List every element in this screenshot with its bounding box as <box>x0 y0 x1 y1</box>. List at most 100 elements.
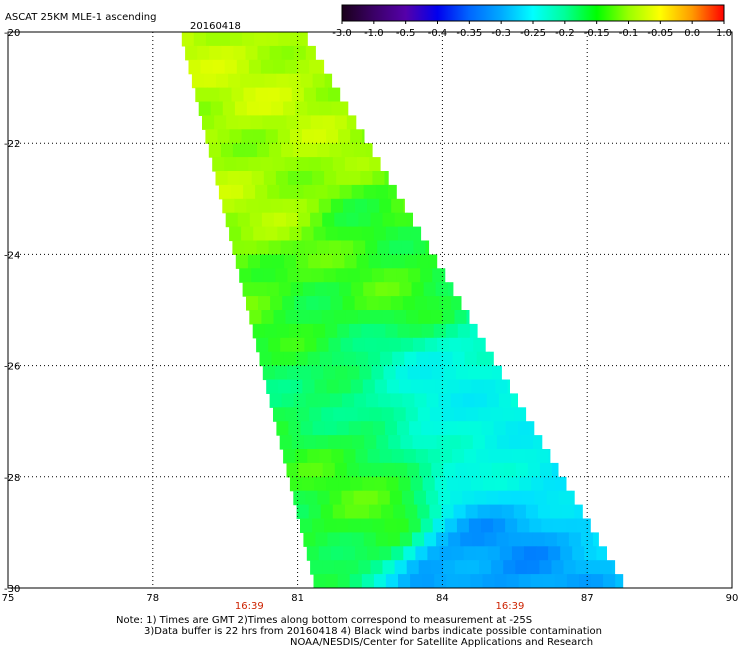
heatmap-cell <box>322 115 336 130</box>
heatmap-cell <box>283 351 297 367</box>
heatmap-cell <box>550 504 563 520</box>
heatmap-cell <box>280 337 293 353</box>
heatmap-cell <box>297 59 310 75</box>
heatmap-cell <box>474 588 487 603</box>
heatmap-cell <box>615 574 624 588</box>
y-tick-label: -22 <box>4 139 20 150</box>
heatmap-cell <box>288 323 302 339</box>
heatmap-cell <box>439 546 453 561</box>
heatmap-cell <box>399 379 412 394</box>
heatmap-cell <box>300 73 314 89</box>
heatmap-cell <box>468 365 481 381</box>
heatmap-cell <box>218 32 231 47</box>
heatmap-cell <box>330 546 344 561</box>
heatmap-cell <box>560 546 573 561</box>
heatmap-cell <box>341 588 354 603</box>
heatmap-cell <box>356 254 370 269</box>
heatmap-cell <box>204 73 217 89</box>
heatmap-cell <box>379 198 392 214</box>
heatmap-cell <box>259 101 272 116</box>
x-tick-label: 87 <box>581 593 594 604</box>
heatmap-cell <box>506 574 520 588</box>
heatmap-cell <box>239 268 252 283</box>
heatmap-cell <box>346 462 360 478</box>
heatmap-cell <box>380 351 393 367</box>
heatmap-cell <box>252 323 266 339</box>
heatmap-cell <box>306 546 320 561</box>
heatmap-cell <box>250 115 263 130</box>
heatmap-cell <box>442 560 456 575</box>
heatmap-cell <box>295 449 308 464</box>
heatmap-cell <box>496 435 510 450</box>
heatmap-cell <box>440 351 454 367</box>
heatmap-cell <box>188 59 202 75</box>
heatmap-cell <box>253 226 266 242</box>
heatmap-cell <box>334 462 348 478</box>
heatmap-cell <box>321 310 335 325</box>
heatmap-cell <box>242 282 256 297</box>
heatmap-cell <box>289 226 303 242</box>
heatmap-cell <box>300 421 314 436</box>
heatmap-cell <box>391 198 404 214</box>
heatmap-cell <box>181 32 195 47</box>
heatmap-cell <box>307 351 321 367</box>
heatmap-cell <box>520 532 534 547</box>
heatmap-cell <box>463 546 477 561</box>
heatmap-cell <box>385 574 399 588</box>
heatmap-cell <box>505 518 518 533</box>
heatmap-cell <box>345 407 359 422</box>
heatmap-cell <box>232 240 246 255</box>
heatmap-cell <box>418 560 432 575</box>
heatmap-cell <box>459 379 472 394</box>
heatmap-cell <box>402 296 416 311</box>
heatmap-cell <box>365 240 378 255</box>
heatmap-cell <box>284 157 298 172</box>
heatmap-cell <box>261 212 275 228</box>
heatmap-cell <box>436 532 449 547</box>
heatmap-cell <box>259 351 273 367</box>
heatmap-cell <box>370 212 384 228</box>
heatmap-cell <box>304 240 318 255</box>
heatmap-cell <box>324 73 333 89</box>
heatmap-cell <box>251 171 265 186</box>
heatmap-cell <box>339 184 353 200</box>
heatmap-cell <box>363 184 377 200</box>
heatmap-cell <box>405 504 418 520</box>
heatmap-cell <box>445 323 459 339</box>
heatmap-cell <box>344 157 358 172</box>
heatmap-cell <box>460 532 473 547</box>
heatmap-cell <box>389 240 402 255</box>
heatmap-cell <box>296 157 310 172</box>
heatmap-cell <box>315 87 329 103</box>
x-tick-label: 75 <box>2 593 15 604</box>
heatmap-cell <box>212 59 226 75</box>
heatmap-cell <box>401 490 415 506</box>
heatmap-cell <box>305 393 319 408</box>
heatmap-cell <box>354 393 367 408</box>
heatmap-cell <box>415 449 429 464</box>
heatmap-cell <box>297 407 310 422</box>
y-tick-label: -24 <box>4 250 20 261</box>
heatmap-cell <box>255 87 269 103</box>
heatmap-cell <box>507 476 520 492</box>
heatmap-cell <box>342 296 356 311</box>
heatmap-cell <box>464 351 478 367</box>
time-label: 16:39 <box>496 601 525 612</box>
heatmap-cell <box>251 268 264 283</box>
heatmap-cell <box>347 268 361 283</box>
x-tick-label: 78 <box>146 593 159 604</box>
heatmap-cell <box>387 184 397 200</box>
heatmap-cell <box>209 45 222 61</box>
heatmap-cell <box>476 449 489 464</box>
heatmap-cell <box>219 87 233 103</box>
heatmap-cell <box>500 449 513 464</box>
heatmap-cell <box>312 421 326 436</box>
heatmap-cell <box>524 449 538 464</box>
heatmap-cell <box>438 490 451 506</box>
heatmap-cell <box>225 212 239 228</box>
heatmap-cell <box>217 129 231 144</box>
heatmap-cell <box>366 296 380 311</box>
heatmap-cell <box>493 421 507 436</box>
heatmap-cell <box>603 574 616 588</box>
heatmap-cell <box>226 115 239 130</box>
